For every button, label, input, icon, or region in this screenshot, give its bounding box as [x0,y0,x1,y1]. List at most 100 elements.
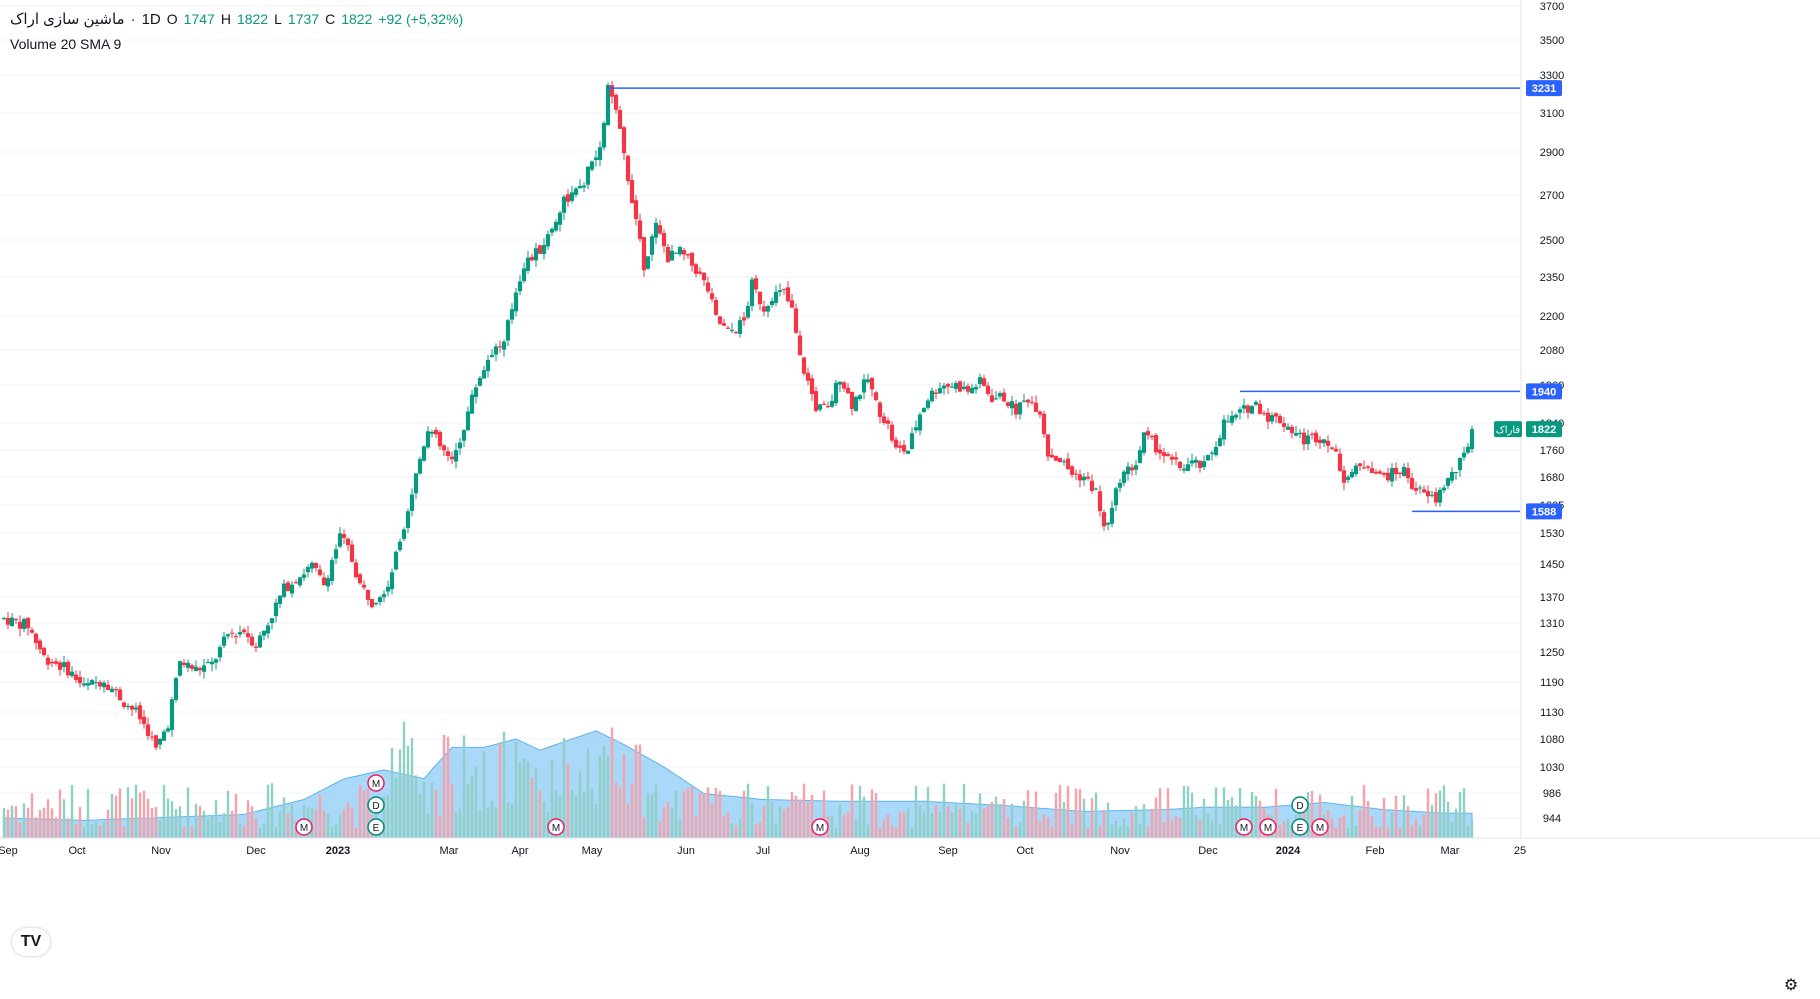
volume-bar [1046,817,1050,838]
candle-body [917,414,923,431]
tradingview-logo-icon[interactable]: TV [12,928,50,956]
volume-bar [1238,787,1242,838]
candle-body [29,629,35,633]
volume-bar [658,821,662,838]
volume-bar [570,788,574,838]
candle-body [121,702,127,707]
time-tick-label: Oct [68,845,85,857]
volume-bar [794,795,798,838]
candle-body [1085,476,1091,479]
volume-bar [682,791,686,838]
volume-bar [110,793,114,838]
volume-bar [854,818,858,838]
volume-bar [66,818,70,838]
candle-body [257,635,263,648]
volume-bar [402,721,406,838]
candle-body [449,456,455,460]
candle-body [1177,461,1183,468]
volume-bar [54,817,58,838]
volume-bar [650,794,654,838]
volume-indicator-label[interactable]: Volume 20 SMA 9 [10,36,122,52]
volume-bar [1430,804,1434,838]
gear-icon[interactable]: ⚙ [1783,977,1799,994]
candle-body [1081,476,1087,481]
candle-body [1165,453,1171,456]
candle-body [1161,452,1167,457]
candle-body [913,427,919,431]
volume-bar [542,801,546,838]
volume-bar [58,789,62,838]
candle-body [545,234,551,247]
candle-body [1005,402,1011,406]
volume-bar [234,794,238,838]
volume-bar [1018,822,1022,838]
volume-bar [554,790,558,838]
candle-body [441,445,447,451]
interval-label[interactable]: 1D [141,11,161,28]
time-tick-label: Jul [756,845,770,857]
candle-body [1365,466,1371,468]
volume-bar [366,788,370,838]
candle-body [81,683,87,686]
volume-bar [1178,817,1182,838]
volume-bar [778,806,782,838]
candle-body [461,430,467,441]
volume-bar [886,814,890,838]
volume-bar [398,749,402,838]
candle-body [1209,452,1215,454]
level-price-label: 1588 [1532,506,1556,518]
candle-body [1129,467,1135,471]
candle-body [133,707,139,710]
candle-body [485,359,491,372]
chart-legend: ماشین سازی اراک · 1D O 1747 H 1822 L 1737 C… [10,10,463,28]
symbol-name[interactable]: ماشین سازی اراک [10,11,125,28]
volume-bar [730,823,734,838]
volume-bar [686,787,690,838]
candle-body [341,534,347,538]
volume-bar [494,807,498,838]
candle-body [561,196,567,213]
candle-body [673,252,679,254]
candle-body [1305,435,1311,444]
volume-bar [266,784,270,838]
price-tick-label: 2350 [1540,272,1564,284]
event-marker-d [1291,796,1309,814]
volume-bar [1442,785,1446,838]
volume-bar [382,796,386,838]
candle-body [285,582,291,591]
candle-body [1301,432,1307,445]
candle-body [601,122,607,148]
candle-body [165,728,171,732]
candle-body [697,271,703,274]
volume-bar [314,809,318,838]
candle-body [1445,478,1451,486]
volume-bar [1142,804,1146,838]
candle-body [517,281,523,292]
volume-bar [1126,826,1130,838]
price-tick-label: 1190 [1540,677,1564,689]
candle-body [261,630,267,636]
volume-bar [454,812,458,838]
volume-bar [1278,825,1282,838]
volume-bar [386,795,390,838]
candle-body [941,385,947,389]
candle-body [473,387,479,397]
volume-bar [30,793,34,838]
candle-body [185,662,191,668]
candle-body [889,424,895,441]
candle-body [1413,488,1419,491]
volume-bar [226,790,230,838]
volume-bar [1098,826,1102,838]
candle-body [713,299,719,315]
volume-bar [410,738,414,838]
candle-body [389,572,395,590]
volume-bar [414,775,418,838]
candle-body [821,403,827,405]
volume-bar [1070,824,1074,838]
candle-body [157,738,163,745]
volume-bar [206,818,210,838]
volume-bar [330,827,334,838]
candle-body [293,582,299,584]
